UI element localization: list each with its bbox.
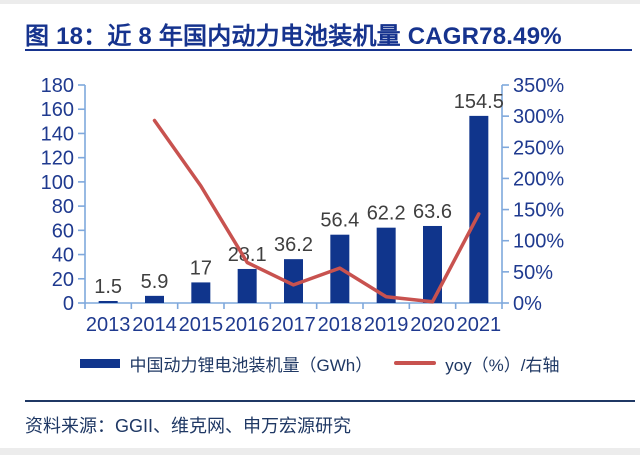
footer-divider [25, 400, 635, 402]
x-axis-label-2018: 2018 [318, 314, 363, 336]
bar-2021 [469, 115, 489, 303]
x-axis-label-2015: 2015 [179, 314, 224, 336]
page-edge-bottom [0, 448, 640, 455]
right-axis-label: 300% [513, 106, 564, 128]
x-axis-label-2014: 2014 [132, 314, 177, 336]
right-axis-label: 50% [513, 262, 553, 284]
right-axis-label: 250% [513, 137, 564, 159]
bar-2014 [145, 295, 164, 303]
legend-item-bar-series: 中国动力锂电池装机量（GWh） [80, 351, 372, 376]
x-axis-label-2020: 2020 [410, 314, 455, 336]
left-axis-label: 120 [41, 148, 74, 170]
bar-value-label-2014: 5.9 [141, 271, 169, 293]
left-axis-label: 60 [52, 220, 74, 242]
x-axis-label-2021: 2021 [457, 314, 502, 336]
bar-2015 [191, 282, 211, 303]
left-axis-label: 140 [41, 123, 74, 145]
left-axis-label: 0 [63, 293, 74, 315]
left-axis-label: 20 [52, 269, 74, 291]
x-axis-label-2019: 2019 [364, 314, 409, 336]
right-axis-label: 150% [513, 200, 564, 222]
left-axis-label: 180 [41, 75, 74, 97]
chart-legend: 中国动力锂电池装机量（GWh） yoy（%）/右轴 [0, 350, 640, 376]
right-axis-label: 0% [513, 293, 542, 315]
right-axis-label: 100% [513, 231, 564, 253]
legend-item-line-series: yoy（%）/右轴 [394, 351, 560, 376]
right-axis-label: 200% [513, 168, 564, 190]
bar-value-label-2021: 154.5 [454, 91, 504, 113]
left-axis-label: 100 [41, 172, 74, 194]
left-axis-label: 160 [41, 99, 74, 121]
figure-title: 图 18：近 8 年国内动力电池装机量 CAGR78.49% [25, 23, 562, 50]
x-axis-label-2017: 2017 [271, 314, 316, 336]
bar-2013 [98, 301, 118, 303]
page-edge-top [0, 0, 640, 4]
bar-value-label-2013: 1.5 [94, 276, 122, 298]
bar-swatch-icon [80, 358, 121, 368]
bar-2019 [376, 227, 396, 303]
x-axis-label-2016: 2016 [225, 314, 270, 336]
bar-value-label-2020: 63.6 [413, 201, 452, 223]
bar-2016 [237, 268, 257, 303]
legend-label-line: yoy（%）/右轴 [445, 355, 560, 375]
yoy-line [152, 118, 481, 304]
left-axis-label: 80 [52, 196, 74, 218]
right-axis-label: 350% [513, 75, 564, 97]
bar-2017 [284, 259, 303, 303]
source-note: 资料来源：GGII、维克网、申万宏源研究 [25, 416, 352, 436]
bar-value-label-2019: 62.2 [367, 203, 406, 225]
bar-value-label-2018: 56.4 [320, 210, 359, 232]
bar-2020 [423, 225, 442, 303]
x-axis-label-2013: 2013 [86, 314, 131, 336]
bar-value-label-2015: 17 [190, 257, 212, 279]
left-axis-label: 40 [52, 245, 74, 267]
bar-value-label-2017: 36.2 [274, 234, 313, 256]
title-underline [25, 49, 632, 51]
legend-label-bar: 中国动力锂电池装机量（GWh） [129, 355, 373, 375]
line-swatch-icon [394, 361, 437, 365]
